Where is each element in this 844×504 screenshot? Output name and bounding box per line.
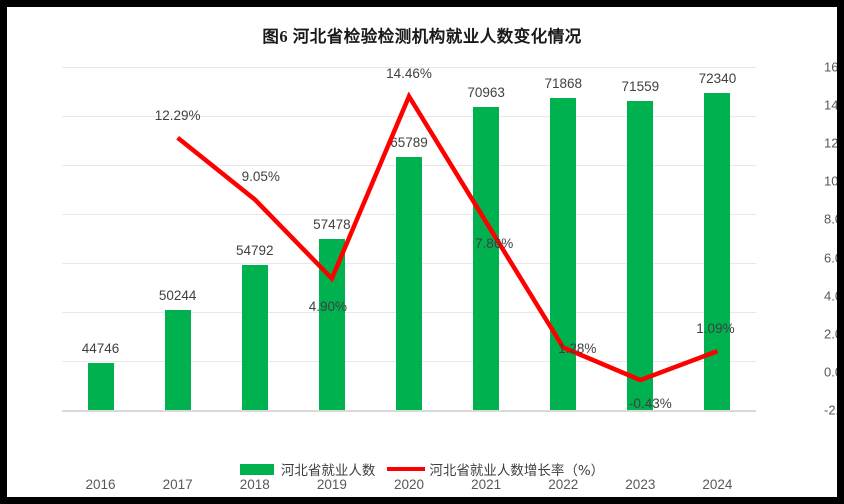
legend-item-line[interactable]: 河北省就业人数增长率（%） [387,459,604,479]
legend-item-bar[interactable]: 河北省就业人数 [239,459,376,479]
x-axis-tick: 2023 [625,477,656,492]
y-axis-right-tick: 6.00% [824,250,837,266]
line-value-label: 1.28% [558,341,597,357]
line-value-label: -0.43% [628,396,672,412]
bar[interactable] [164,309,191,410]
gridline [62,116,756,117]
y-axis-right-tick: 0.00% [824,364,837,380]
bar-value-label: 54792 [235,243,274,259]
legend: 河北省就业人数 河北省就业人数增长率（%） [7,459,837,479]
x-axis-tick: 2018 [239,477,270,492]
plot-area: 4000045000500005500060000650007000075000… [62,60,837,492]
y-axis-right-tick: 8.00% [824,211,837,227]
bar-value-label: 44746 [81,341,120,357]
y-axis-right-tick: -2.00% [824,402,837,418]
legend-bar-label: 河北省就业人数 [280,463,376,479]
bar[interactable] [241,265,268,410]
line-value-label: 14.46% [386,66,432,82]
bar-value-label: 50244 [158,287,197,303]
x-axis-tick: 2024 [702,477,733,492]
bar[interactable] [473,106,500,410]
page-title: 图6 河北省检验检测机构就业人数变化情况 [262,27,582,46]
x-axis-tick: 2019 [316,477,347,492]
bar[interactable] [704,93,731,410]
line-value-label: 7.86% [474,236,514,252]
chart-figure: 图6 河北省检验检测机构就业人数变化情况 4000045000500005500… [7,7,837,497]
bar-value-label: 70963 [467,84,505,100]
legend-line-label: 河北省就业人数增长率（%） [429,463,605,479]
line-series [176,91,719,383]
bar-value-label: 71868 [544,75,582,91]
y-axis-right-tick: 16.00% [824,59,837,75]
bar-value-label: 71559 [621,78,660,94]
bar-value-label: 57478 [313,216,351,232]
gridline [62,410,756,412]
growth-rate-line [176,91,719,383]
y-axis-right-tick: 14.00% [824,97,837,113]
bar[interactable] [87,363,114,410]
gridline [62,67,756,68]
line-value-label: 4.90% [308,298,348,314]
x-axis-tick: 2017 [162,477,193,492]
bar[interactable] [396,157,422,410]
bar[interactable] [550,97,577,410]
x-axis-tick: 2016 [85,477,116,492]
y-axis-right-tick: 2.00% [824,326,837,342]
x-axis-tick: 2022 [548,477,579,492]
y-axis-right-tick: 12.00% [824,135,837,151]
legend-bar-swatch-icon [239,463,274,475]
x-axis-tick: 2021 [471,477,502,492]
bar[interactable] [627,100,654,410]
bar-value-label: 65789 [390,135,428,151]
y-axis-right-tick: 4.00% [824,288,837,304]
line-value-label: 12.29% [154,107,201,123]
line-value-label: 1.09% [696,321,735,337]
y-axis-right-tick: 10.00% [824,173,837,189]
legend-line-swatch-icon [387,467,426,471]
line-value-label: 9.05% [241,169,280,185]
bar-value-label: 72340 [698,71,737,87]
x-axis-tick: 2020 [393,477,425,492]
